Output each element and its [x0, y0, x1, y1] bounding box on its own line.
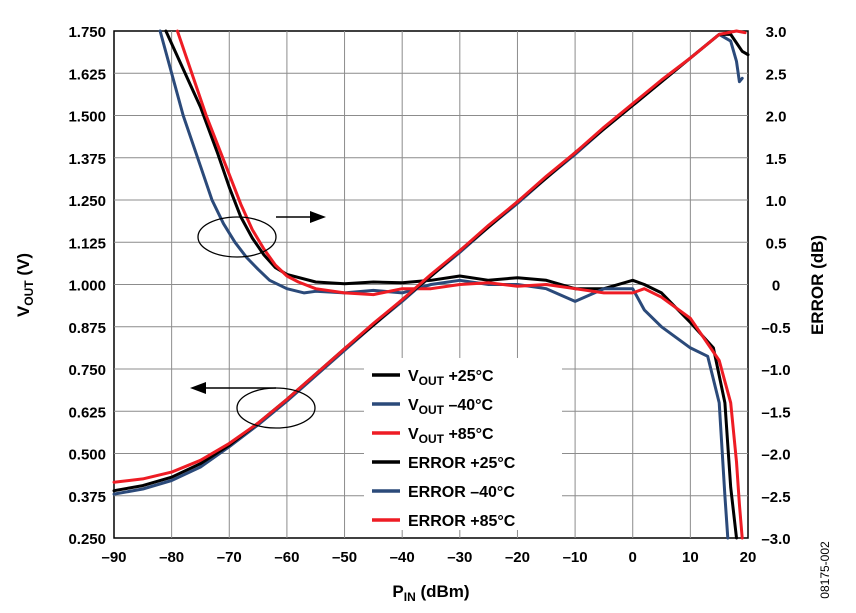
y-axis-left-label: VOUT (V) — [14, 253, 36, 317]
y-tick-label: 0.250 — [68, 531, 106, 548]
x-axis: –90 –80 –70 –60 –50 –40 –30 –20 –10 0 10 20 — [101, 549, 756, 566]
x-tick-label: –80 — [159, 549, 184, 566]
y-tick-label: 1.375 — [68, 151, 106, 168]
series-line-v-out-85-c — [112, 29, 747, 484]
x-axis-label: PIN (dBm) — [392, 582, 469, 604]
y2-tick-label: 3.0 — [766, 24, 787, 41]
y-tick-label: 0.750 — [68, 362, 106, 379]
y2-tick-label: 0.5 — [766, 235, 787, 252]
legend-label: ERROR +85°C — [408, 513, 516, 530]
x-tick-label: –50 — [332, 549, 357, 566]
x-tick-label: 0 — [629, 549, 637, 566]
y-tick-label: 1.000 — [68, 278, 106, 295]
x-tick-label: –70 — [217, 549, 242, 566]
x-tick-label: –90 — [101, 549, 126, 566]
x-tick-label: –60 — [274, 549, 299, 566]
y2-tick-label: –1.0 — [761, 362, 790, 379]
series-group — [112, 29, 750, 540]
legend-label: VOUT –40°C — [408, 397, 494, 417]
y-tick-label: 1.750 — [68, 24, 106, 41]
x-tick-label: –10 — [563, 549, 588, 566]
y-tick-label: 1.500 — [68, 109, 106, 126]
y-tick-label: 0.375 — [68, 489, 106, 506]
y2-tick-label: 1.5 — [766, 151, 787, 168]
y-tick-label: 1.125 — [68, 235, 106, 252]
arrow-right-icon — [310, 211, 326, 223]
y2-tick-label: 0 — [772, 278, 780, 295]
y-tick-label: 1.625 — [68, 66, 106, 83]
legend: VOUT +25°C VOUT –40°C VOUT +85°C ERROR +25°… — [364, 358, 562, 530]
y2-tick-label: –0.5 — [761, 320, 790, 337]
y2-tick-label: –2.0 — [761, 447, 790, 464]
y2-tick-label: 1.0 — [766, 193, 787, 210]
y-tick-label: 0.875 — [68, 320, 106, 337]
legend-label: ERROR +25°C — [408, 455, 516, 472]
legend-label: ERROR –40°C — [408, 484, 515, 501]
x-tick-label: –30 — [447, 549, 472, 566]
series-line-error-85-c — [175, 29, 744, 540]
y-axis-right-label: ERROR (dB) — [808, 235, 827, 335]
legend-label: VOUT +25°C — [408, 368, 494, 388]
y2-tick-label: 2.5 — [766, 66, 787, 83]
x-tick-label: 10 — [682, 549, 699, 566]
error-curves-callout-ellipse — [197, 216, 277, 258]
y2-tick-label: 2.0 — [766, 109, 787, 126]
y-tick-label: 0.500 — [68, 447, 106, 464]
legend-label: VOUT +85°C — [408, 426, 494, 446]
y-tick-label: 1.250 — [68, 193, 106, 210]
y-axis-left: 0.250 0.375 0.500 0.625 0.750 0.875 1.000 1.125… — [68, 24, 106, 548]
arrow-left-icon — [190, 382, 206, 394]
x-tick-label: 20 — [740, 549, 757, 566]
x-tick-label: –40 — [390, 549, 415, 566]
figure-code: 08175-002 — [818, 541, 832, 599]
x-tick-label: –20 — [505, 549, 530, 566]
y2-tick-label: –1.5 — [761, 404, 790, 421]
legend-background — [364, 358, 562, 530]
y2-tick-label: –3.0 — [761, 531, 790, 548]
y-tick-label: 0.625 — [68, 404, 106, 421]
y-axis-right: –3.0 –2.5 –2.0 –1.5 –1.0 –0.5 0 0.5 1.0 1.5 2.0 2.5… — [761, 24, 790, 548]
y2-tick-label: –2.5 — [761, 489, 790, 506]
